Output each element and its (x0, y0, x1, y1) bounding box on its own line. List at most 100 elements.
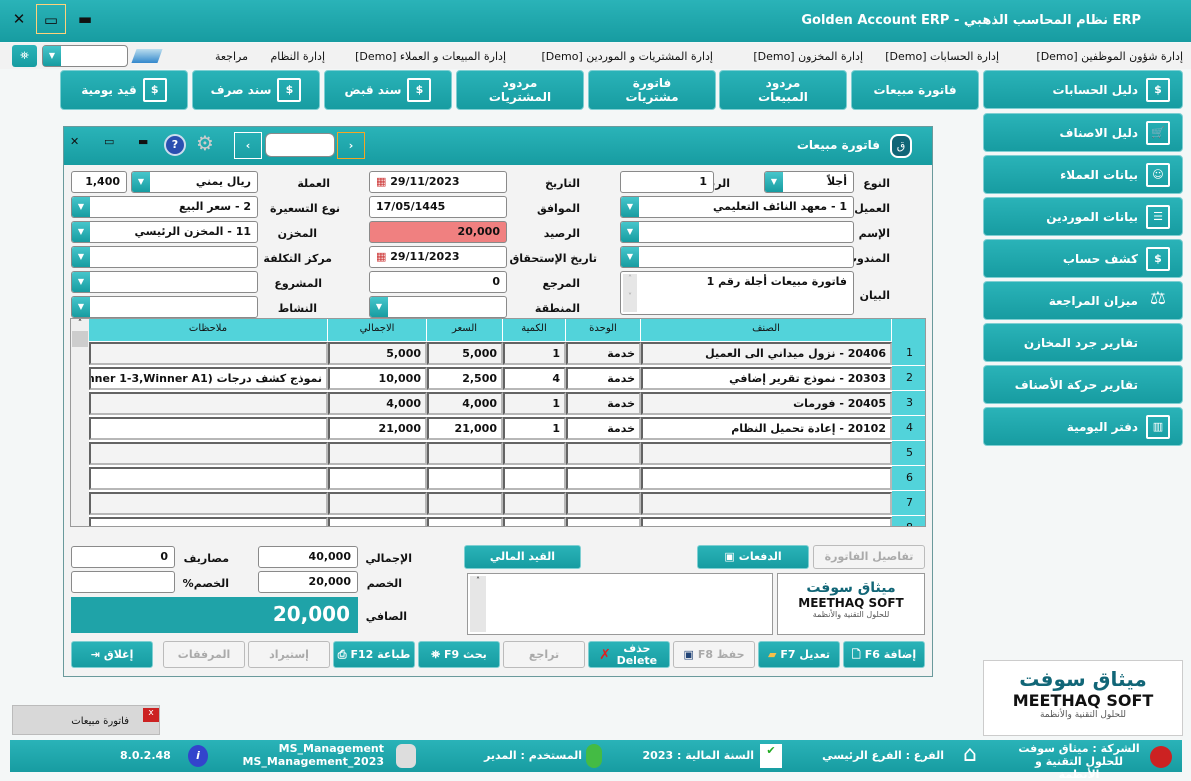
activity-select[interactable]: ▼ (71, 296, 258, 318)
restore-button[interactable]: ▭ (36, 4, 66, 34)
cell-qty[interactable]: 1 (503, 392, 566, 415)
search-button[interactable]: بحث F9 ⛯ (418, 641, 500, 668)
cell-notes[interactable] (89, 517, 328, 526)
minimize-icon[interactable]: ▬ (138, 135, 149, 148)
col-item[interactable]: الصنف (641, 319, 892, 341)
menu-accounts[interactable]: إدارة الحسابات [Demo] (885, 50, 999, 63)
menu-sales[interactable]: إدارة المبيعات و العملاء [Demo] (355, 50, 506, 63)
cell-qty[interactable]: 4 (503, 367, 566, 390)
info-icon[interactable]: i (188, 745, 208, 767)
gear-icon[interactable]: ⚙ (196, 131, 214, 155)
toolbar-journal[interactable]: $ قيد يومية (60, 70, 188, 110)
cell-qty[interactable] (503, 442, 566, 465)
pricing-select[interactable]: ▼ 2 - سعر البيع (71, 196, 258, 218)
taskbar-item[interactable]: x فاتورة مبيعات (12, 705, 160, 735)
number-input[interactable]: 1 (620, 171, 714, 193)
discount-input[interactable]: 20,000 (258, 571, 358, 593)
quick-combo[interactable]: ▼ (42, 45, 128, 67)
cell-qty[interactable] (503, 517, 566, 526)
cost-center-select[interactable]: ▼ (71, 246, 258, 268)
cell-item[interactable]: 20102 - إعادة تحميل النظام (641, 417, 892, 440)
hijri-date[interactable]: 17/05/1445 (369, 196, 507, 218)
print-button[interactable]: طباعة F12 ⎙ (333, 641, 415, 668)
minimize-button[interactable]: ▬ (77, 10, 93, 28)
menu-purchases[interactable]: إدارة المشتريات و الموردين [Demo] (541, 50, 714, 63)
cell-total[interactable] (328, 467, 427, 490)
delete-button[interactable]: حذف Delete ✗ (588, 641, 670, 668)
due-date-picker[interactable]: ▦ 29/11/2023 (369, 246, 507, 268)
maximize-icon[interactable]: ▭ (104, 135, 115, 148)
cell-total[interactable] (328, 442, 427, 465)
sidebar-items[interactable]: دليل الاصناف 🛒 (983, 113, 1183, 152)
row-number[interactable]: 1 (892, 341, 925, 366)
ref-input[interactable]: 0 (369, 271, 507, 293)
row-number[interactable]: 2 (892, 366, 925, 391)
cell-unit[interactable]: خدمة (566, 367, 641, 390)
scrollbar[interactable]: ˄ ˅ (623, 274, 637, 312)
row-number[interactable]: 4 (892, 416, 925, 441)
name-select[interactable]: ▼ (620, 221, 854, 243)
close-icon[interactable]: ✕ (70, 135, 80, 148)
type-select[interactable]: ▼ أجلاً (764, 171, 854, 193)
cell-notes[interactable] (89, 392, 328, 415)
toolbar-purchase-return[interactable]: مردود المشتريات (456, 70, 584, 110)
cell-unit[interactable] (566, 517, 641, 526)
region-select[interactable]: ▼ (369, 296, 507, 318)
notes-box[interactable]: ˄ (467, 573, 773, 635)
undo-button[interactable]: تراجع (503, 641, 585, 668)
attachments-button[interactable]: المرفقات (163, 641, 245, 668)
menu-hr[interactable]: إدارة شؤون الموظفين [Demo] (1036, 50, 1183, 63)
menu-system[interactable]: إدارة النظام (270, 50, 326, 63)
cell-notes[interactable] (89, 492, 328, 515)
cell-unit[interactable] (566, 442, 641, 465)
cell-notes[interactable] (89, 467, 328, 490)
col-qty[interactable]: الكمية (503, 319, 566, 341)
sidebar-trial-balance[interactable]: ميزان المراجعة ⚖ (983, 281, 1183, 320)
row-number[interactable]: 5 (892, 441, 925, 466)
project-select[interactable]: ▼ (71, 271, 258, 293)
discount-pct-input[interactable] (71, 571, 175, 593)
prev-record-button[interactable]: ‹ (234, 132, 262, 159)
sidebar-statement[interactable]: كشف حساب $ (983, 239, 1183, 278)
items-grid[interactable]: الصنف الوحدة الكمية السعر الاجمالي ملاحظ… (70, 318, 926, 527)
record-number-input[interactable]: 1 (265, 133, 335, 157)
row-number[interactable]: 8 (892, 516, 925, 526)
binoculars-icon[interactable]: ⛯ (12, 45, 37, 67)
store-select[interactable]: ▼ 11 - المخزن الرئيسي (71, 221, 258, 243)
add-button[interactable]: إضافة F6 🗋 (843, 641, 925, 668)
cell-qty[interactable] (503, 492, 566, 515)
col-unit[interactable]: الوحدة (566, 319, 641, 341)
cell-notes[interactable] (89, 442, 328, 465)
cell-price[interactable]: 5,000 (427, 342, 503, 365)
col-notes[interactable]: ملاحظات (89, 319, 328, 341)
col-price[interactable]: السعر (427, 319, 503, 341)
cell-price[interactable] (427, 517, 503, 526)
cell-qty[interactable]: 1 (503, 417, 566, 440)
date-picker[interactable]: ▦ 29/11/2023 (369, 171, 507, 193)
cell-price[interactable] (427, 442, 503, 465)
cell-notes[interactable]: نموذج كشف درجات (Winner 1-3,Winner A1 (89, 367, 328, 390)
cell-item[interactable] (641, 467, 892, 490)
toolbar-purchase-invoice[interactable]: فاتورة مشتريات (588, 70, 716, 110)
cell-item[interactable]: 20406 - نزول ميداني الى العميل (641, 342, 892, 365)
toolbar-payment[interactable]: $ سند صرف (192, 70, 320, 110)
save-button[interactable]: حفظ F8 ▣ (673, 641, 755, 668)
menu-inventory[interactable]: إدارة المخزون [Demo] (753, 50, 863, 63)
grid-scrollbar[interactable]: ˄ (71, 319, 89, 526)
cell-item[interactable] (641, 492, 892, 515)
sidebar-journal-book[interactable]: دفتر اليومية ▥ (983, 407, 1183, 446)
close-button[interactable]: ✕ (12, 10, 26, 28)
cell-item[interactable] (641, 517, 892, 526)
row-number[interactable]: 7 (892, 491, 925, 516)
cell-price[interactable]: 4,000 (427, 392, 503, 415)
help-icon[interactable]: ? (164, 134, 186, 156)
currency-select[interactable]: ▼ ريال يمني (131, 171, 258, 193)
next-record-button[interactable]: › (337, 132, 365, 159)
toolbar-receipt[interactable]: $ سند قبض (324, 70, 452, 110)
cell-item[interactable]: 20303 - نموذج تقرير إضافي (641, 367, 892, 390)
row-number[interactable]: 6 (892, 466, 925, 491)
menu-review[interactable]: مراجعة (214, 50, 248, 63)
sidebar-suppliers[interactable]: بيانات الموردين ☰ (983, 197, 1183, 236)
invoice-details-button[interactable]: تفاصيل الفاتورة (813, 545, 925, 569)
cell-unit[interactable]: خدمة (566, 392, 641, 415)
